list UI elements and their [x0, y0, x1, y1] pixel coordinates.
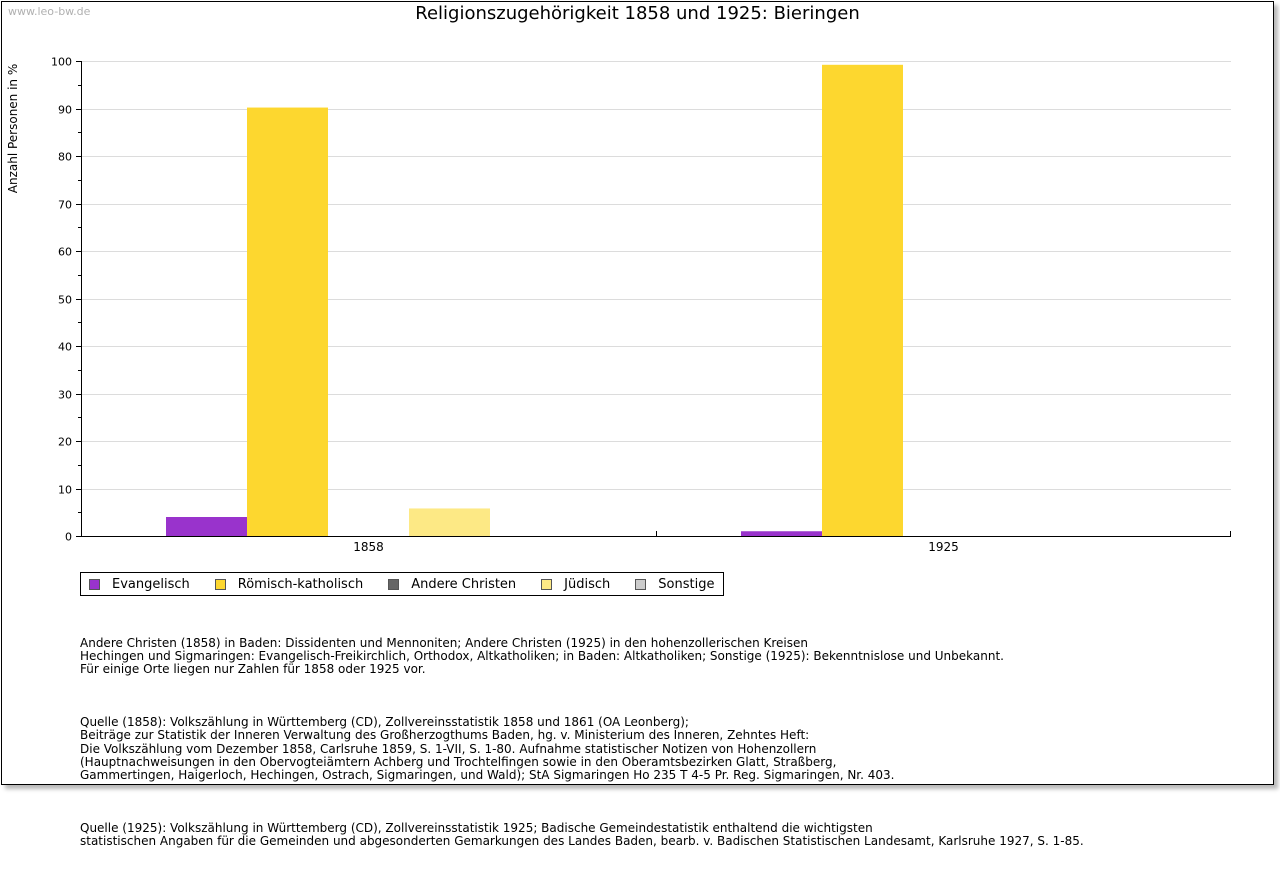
y-tick-label: 10: [58, 484, 72, 497]
legend-swatch: [635, 578, 647, 590]
chart-frame: [1, 1, 1274, 785]
chart-notes: Andere Christen (1858) in Baden: Disside…: [80, 610, 1084, 875]
legend-label: Jüdisch: [564, 576, 611, 592]
bar-r-misch-katholisch-1858: [247, 107, 328, 537]
bar-chart: 0 10 20 30 40 50 60 70 80 90 100 Anzahl Personen in…: [6, 56, 1231, 554]
y-tick-label: 100: [51, 56, 72, 69]
y-tick-label: 70: [58, 199, 72, 212]
bar-evangelisch-1858: [166, 517, 247, 536]
legend-item: Evangelisch: [89, 577, 190, 592]
x-tick-label: 1925: [928, 540, 959, 554]
legend-item: Jüdisch: [541, 577, 610, 592]
y-tick-label: 60: [58, 246, 72, 259]
watermark: www.leo-bw.de: [8, 5, 91, 18]
bar-evangelisch-1925: [741, 531, 822, 536]
legend-swatch: [89, 578, 100, 590]
y-tick-label: 80: [58, 151, 72, 164]
legend-label: Evangelisch: [112, 576, 190, 592]
legend-swatch: [541, 578, 553, 590]
legend-swatch: [214, 578, 226, 590]
y-tick-label: 30: [58, 389, 72, 402]
legend-swatch: [388, 578, 400, 590]
note-definitions: Andere Christen (1858) in Baden: Disside…: [80, 635, 1004, 677]
y-tick-label: 40: [58, 341, 72, 354]
legend-item: Römisch-katholisch: [214, 576, 364, 592]
legend-item: Andere Christen: [388, 577, 516, 592]
x-tick-label: 1858: [353, 540, 384, 554]
y-tick-label: 50: [58, 294, 72, 307]
y-tick-label: 90: [58, 104, 72, 117]
note-source-1925: Quelle (1925): Volkszählung in Württembe…: [80, 821, 1084, 849]
legend-label: Sonstige: [658, 576, 715, 592]
legend-label: Andere Christen: [411, 576, 517, 592]
note-source-1858: Quelle (1858): Volkszählung in Württembe…: [80, 715, 895, 783]
legend-label: Römisch-katholisch: [237, 576, 364, 592]
y-tick-label: 20: [58, 436, 72, 449]
y-axis-label: Anzahl Personen in %: [6, 64, 20, 194]
bar-r-misch-katholisch-1925: [822, 64, 903, 537]
chart-title: Religionszugehörigkeit 1858 und 1925: Bi…: [415, 3, 860, 24]
bar-j-disch-1858: [409, 508, 490, 536]
chart-legend: Evangelisch Römisch-katholisch Andere Chri…: [80, 572, 725, 596]
y-tick-label: 0: [65, 531, 72, 544]
legend-item: Sonstige: [635, 577, 714, 592]
